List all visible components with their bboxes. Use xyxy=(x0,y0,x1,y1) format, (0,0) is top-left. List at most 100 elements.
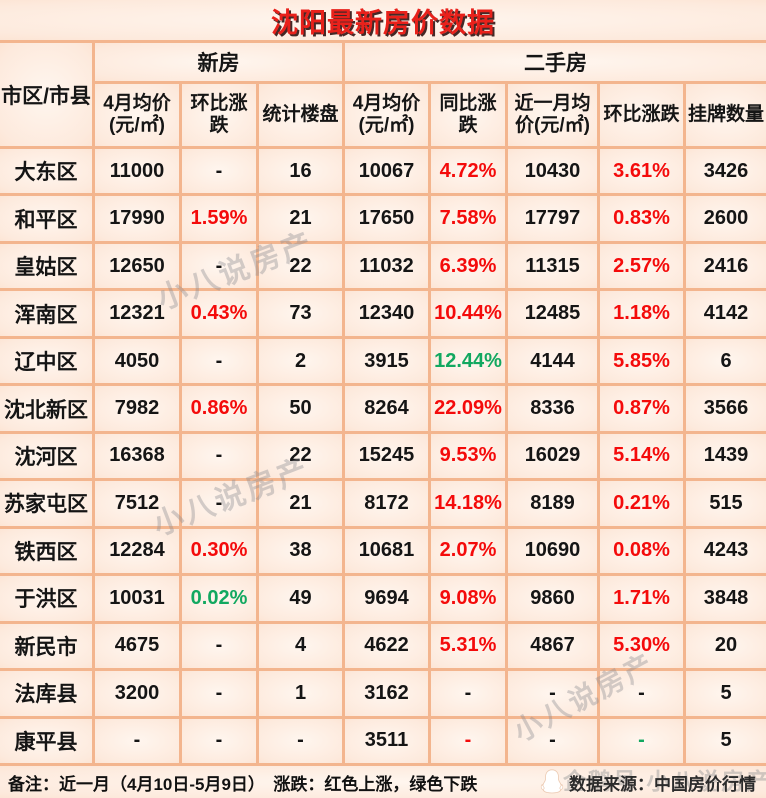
district-name: 沈河区 xyxy=(0,433,92,479)
value-cell: - xyxy=(182,481,256,526)
column-header-secondhand-avg-price: 4月均价 (元/㎡) xyxy=(345,84,428,146)
value-cell: 515 xyxy=(686,481,766,526)
value-cell: 11000 xyxy=(95,149,179,194)
value-cell: - xyxy=(182,671,256,716)
value-cell: 7512 xyxy=(95,481,179,526)
district-name: 康平县 xyxy=(0,718,92,763)
group-header-second-hand: 二手房 xyxy=(345,43,766,81)
value-cell: 4675 xyxy=(95,623,179,669)
value-cell: 21 xyxy=(259,196,342,241)
value-cell: 22 xyxy=(259,243,342,289)
value-cell: 16368 xyxy=(95,433,179,479)
value-cell: 11315 xyxy=(508,243,597,289)
value-cell: 0.86% xyxy=(182,386,256,431)
value-cell: - xyxy=(431,671,505,716)
value-cell: 0.87% xyxy=(600,386,683,431)
value-cell: 0.08% xyxy=(600,528,683,574)
value-cell: 12321 xyxy=(95,291,179,336)
value-cell: 3848 xyxy=(686,576,766,621)
value-cell: 12284 xyxy=(95,528,179,574)
value-cell: 12.44% xyxy=(431,338,505,384)
value-cell: 4050 xyxy=(95,338,179,384)
value-cell: - xyxy=(600,671,683,716)
value-cell: 3511 xyxy=(345,718,428,763)
value-cell: - xyxy=(431,718,505,763)
value-cell: 5.30% xyxy=(600,623,683,669)
value-cell: 12485 xyxy=(508,291,597,336)
column-header-listings-count: 挂牌数量 xyxy=(686,84,766,146)
column-header-projects-counted: 统计楼盘 xyxy=(259,84,342,146)
column-header-new-mom-change: 环比涨跌 xyxy=(182,84,256,146)
value-cell: 2 xyxy=(259,338,342,384)
value-cell: 17650 xyxy=(345,196,428,241)
value-cell: 21 xyxy=(259,481,342,526)
value-cell: 4 xyxy=(259,623,342,669)
value-cell: 6 xyxy=(686,338,766,384)
value-cell: 0.43% xyxy=(182,291,256,336)
district-name: 新民市 xyxy=(0,623,92,669)
value-cell: - xyxy=(182,433,256,479)
value-cell: 12650 xyxy=(95,243,179,289)
district-name: 苏家屯区 xyxy=(0,481,92,526)
value-cell: - xyxy=(182,338,256,384)
group-header-new-homes: 新房 xyxy=(95,43,342,81)
value-cell: 9.08% xyxy=(431,576,505,621)
value-cell: 15245 xyxy=(345,433,428,479)
value-cell: 7982 xyxy=(95,386,179,431)
column-header-last-month-avg: 近一月均 价(元/㎡) xyxy=(508,84,597,146)
column-header-secondhand-mom-change: 环比涨跌 xyxy=(600,84,683,146)
value-cell: 6.39% xyxy=(431,243,505,289)
value-cell: - xyxy=(508,718,597,763)
district-name: 辽中区 xyxy=(0,338,92,384)
value-cell: 4622 xyxy=(345,623,428,669)
value-cell: 5 xyxy=(686,718,766,763)
value-cell: 1 xyxy=(259,671,342,716)
value-cell: 4144 xyxy=(508,338,597,384)
value-cell: 3426 xyxy=(686,149,766,194)
value-cell: 38 xyxy=(259,528,342,574)
district-name: 皇姑区 xyxy=(0,243,92,289)
value-cell: 1.18% xyxy=(600,291,683,336)
value-cell: - xyxy=(182,243,256,289)
column-header-yoy-change: 同比涨跌 xyxy=(431,84,505,146)
value-cell: 3162 xyxy=(345,671,428,716)
value-cell: 10430 xyxy=(508,149,597,194)
value-cell: 3915 xyxy=(345,338,428,384)
value-cell: 2416 xyxy=(686,243,766,289)
value-cell: 2600 xyxy=(686,196,766,241)
penguin-icon xyxy=(540,769,564,794)
value-cell: - xyxy=(508,671,597,716)
value-cell: 8336 xyxy=(508,386,597,431)
value-cell: 20 xyxy=(686,623,766,669)
value-cell: 3566 xyxy=(686,386,766,431)
value-cell: 5.31% xyxy=(431,623,505,669)
district-name: 沈北新区 xyxy=(0,386,92,431)
district-name: 浑南区 xyxy=(0,291,92,336)
value-cell: 5 xyxy=(686,671,766,716)
district-name: 于洪区 xyxy=(0,576,92,621)
value-cell: 0.21% xyxy=(600,481,683,526)
value-cell: 0.30% xyxy=(182,528,256,574)
value-cell: 7.58% xyxy=(431,196,505,241)
corner-header: 市区/市县 xyxy=(0,43,92,146)
value-cell: 0.02% xyxy=(182,576,256,621)
value-cell: 3.61% xyxy=(600,149,683,194)
value-cell: 3200 xyxy=(95,671,179,716)
value-cell: 9860 xyxy=(508,576,597,621)
value-cell: 8189 xyxy=(508,481,597,526)
value-cell: 2.57% xyxy=(600,243,683,289)
district-name: 铁西区 xyxy=(0,528,92,574)
value-cell: 4867 xyxy=(508,623,597,669)
value-cell: 4142 xyxy=(686,291,766,336)
value-cell: 2.07% xyxy=(431,528,505,574)
value-cell: - xyxy=(182,623,256,669)
value-cell: 8172 xyxy=(345,481,428,526)
value-cell: - xyxy=(259,718,342,763)
value-cell: 9694 xyxy=(345,576,428,621)
value-cell: - xyxy=(182,718,256,763)
value-cell: 1.59% xyxy=(182,196,256,241)
value-cell: 10.44% xyxy=(431,291,505,336)
value-cell: - xyxy=(600,718,683,763)
value-cell: - xyxy=(182,149,256,194)
